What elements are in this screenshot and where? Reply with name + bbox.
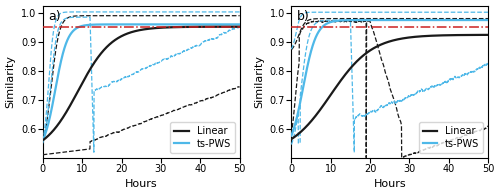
Text: a): a) — [48, 10, 62, 23]
X-axis label: Hours: Hours — [374, 179, 406, 190]
X-axis label: Hours: Hours — [125, 179, 158, 190]
Y-axis label: Similarity: Similarity — [254, 55, 264, 108]
Y-axis label: Similarity: Similarity — [6, 55, 16, 108]
Text: b): b) — [298, 10, 310, 23]
Legend: Linear, ts-PWS: Linear, ts-PWS — [419, 122, 484, 153]
Legend: Linear, ts-PWS: Linear, ts-PWS — [170, 122, 235, 153]
